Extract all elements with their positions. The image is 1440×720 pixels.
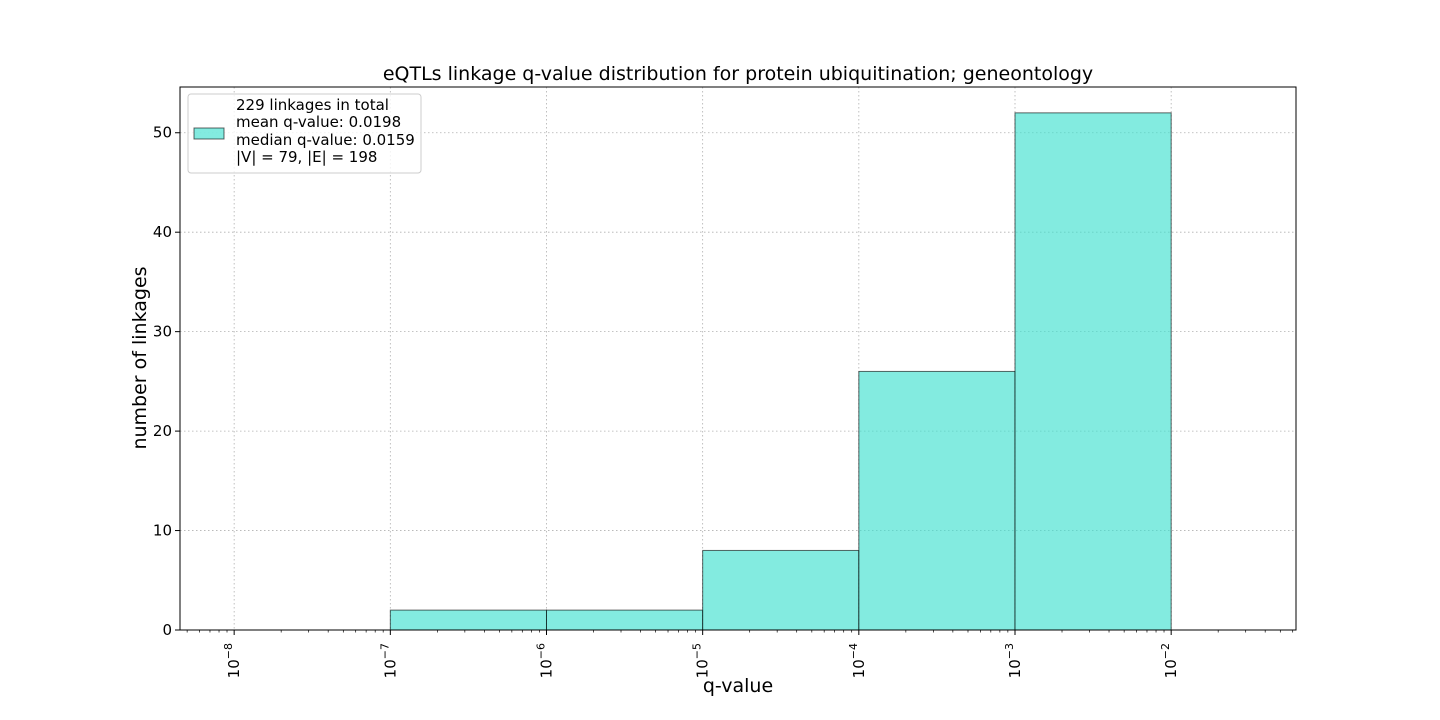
x-axis-ticks: 10−8 10−7 10−6 10−5 10−4 10−3 10−2 [186,630,1294,678]
y-tick-label: 10 [153,522,172,540]
histogram-bars [389,112,1172,631]
y-axis-label: number of linkages [129,266,151,449]
x-tick-label: 10−2 [1159,643,1180,678]
legend-line-mean: mean q-value: 0.0198 [236,113,401,131]
x-tick-label: 10−4 [847,643,868,678]
legend-line-median: median q-value: 0.0159 [236,131,415,149]
x-tick-label: 10−3 [1003,643,1024,678]
x-tick-label: 10−8 [222,643,243,678]
chart-title: eQTLs linkage q-value distribution for p… [383,63,1093,85]
x-tick-label: 10−6 [534,643,555,678]
legend: 229 linkages in total mean q-value: 0.01… [187,93,422,174]
histogram-bar [389,609,547,631]
legend-box [187,93,422,174]
histogram-bar [702,549,860,631]
plot-area-frame [179,86,1297,631]
y-tick-label: 0 [162,621,172,639]
y-tick-label: 30 [153,323,172,341]
histogram-bar [545,609,704,631]
histogram-bar [858,370,1016,631]
legend-swatch [193,127,225,140]
y-tick-label: 50 [153,124,172,142]
legend-line-total: 229 linkages in total [236,96,389,114]
legend-line-graph-size: |V| = 79, |E| = 198 [236,148,377,166]
x-tick-label: 10−5 [691,643,712,678]
y-axis-ticks: 0 10 20 30 40 50 [153,124,180,639]
y-tick-label: 40 [153,223,172,241]
y-tick-label: 20 [153,422,172,440]
x-tick-label: 10−7 [378,643,399,678]
histogram-bar [1014,112,1172,631]
x-axis-label: q-value [703,675,773,697]
